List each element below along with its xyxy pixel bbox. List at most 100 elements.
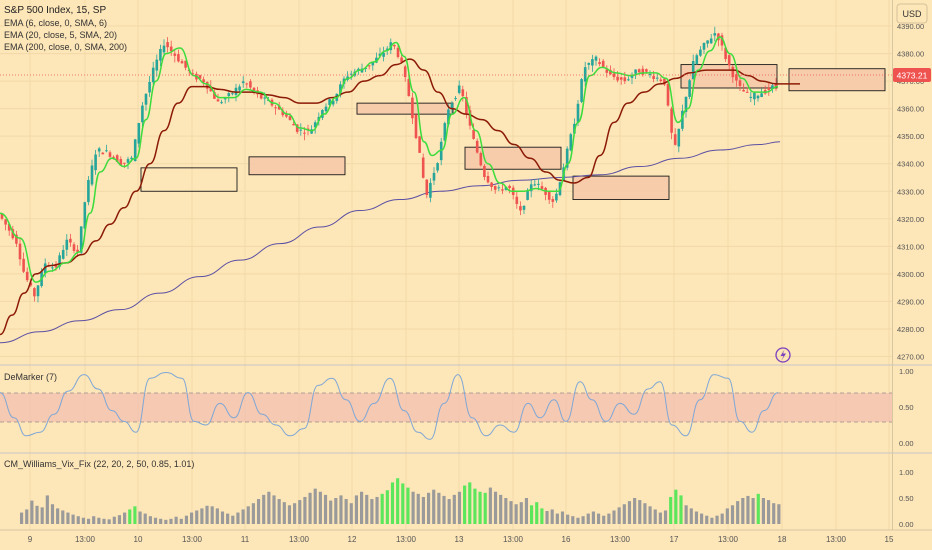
candle-up xyxy=(324,106,328,112)
vix-bar xyxy=(694,511,699,524)
candle-down xyxy=(619,77,623,80)
candle-down xyxy=(108,152,112,157)
vix-bar xyxy=(303,496,307,524)
candle-down xyxy=(288,116,292,121)
candle-up xyxy=(529,184,533,192)
supply-demand-zones[interactable] xyxy=(140,64,886,200)
candle-up xyxy=(569,134,573,151)
candle-up xyxy=(695,55,699,64)
demarker-title[interactable]: DeMarker (7) xyxy=(4,372,57,382)
candle-up xyxy=(497,187,501,189)
time-tick-label: 17 xyxy=(670,535,679,544)
ema20-legend[interactable]: EMA (20, close, 5, SMA, 20) xyxy=(4,30,117,40)
vix-bar xyxy=(648,506,652,524)
candle-up xyxy=(97,148,101,152)
zone-box[interactable] xyxy=(572,175,670,200)
vix-bar xyxy=(50,504,55,524)
vix-bar xyxy=(638,500,642,524)
zone-box[interactable] xyxy=(248,156,346,176)
vix-bar xyxy=(35,505,39,524)
candle-down xyxy=(274,107,277,109)
zone-box[interactable] xyxy=(464,146,562,170)
vix-bar-alert xyxy=(463,485,467,524)
price-tick-label: 4350.00 xyxy=(897,132,924,141)
candle-up xyxy=(450,103,454,109)
candle-up xyxy=(241,81,245,84)
ema200-line xyxy=(0,141,781,344)
lightning-icon[interactable] xyxy=(775,347,791,363)
candle-up xyxy=(79,226,83,253)
ema6-legend[interactable]: EMA (6, close, 0, SMA, 6) xyxy=(4,18,107,28)
candle-up xyxy=(630,75,634,78)
vix-bar xyxy=(174,516,178,524)
vix-bar xyxy=(318,491,322,524)
ema200-legend[interactable]: EMA (200, close, 0, SMA, 200) xyxy=(4,42,127,52)
vix-bar xyxy=(20,512,24,524)
vix-bar xyxy=(457,491,462,524)
zone-box[interactable] xyxy=(788,68,886,92)
zone-box[interactable] xyxy=(356,102,454,115)
candle-up xyxy=(94,154,97,171)
candle-up xyxy=(105,150,108,152)
vix-bar xyxy=(56,508,60,524)
symbol-title[interactable]: S&P 500 Index, 15, SP xyxy=(4,5,106,16)
vix-bar xyxy=(339,495,343,524)
vix-bar xyxy=(411,491,415,524)
demarker-axis: 1.00 0.50 0.00 xyxy=(899,367,914,448)
vix-bar xyxy=(323,494,328,524)
candle-up xyxy=(587,63,591,65)
candle-up xyxy=(702,42,706,50)
candle-down xyxy=(598,62,601,65)
candle-down xyxy=(623,77,627,82)
chart-legend[interactable]: S&P 500 Index, 15, SP EMA (6, close, 0, … xyxy=(4,5,127,52)
candle-down xyxy=(191,73,195,75)
zone-box[interactable] xyxy=(140,167,238,192)
time-tick-label: 12 xyxy=(348,535,357,544)
demarker-line xyxy=(0,371,779,440)
candle-up xyxy=(756,95,760,99)
candle-up xyxy=(454,98,457,100)
vix-bar xyxy=(66,512,70,524)
vix-bar xyxy=(432,489,436,524)
vix-bar xyxy=(488,487,492,524)
vix-bar xyxy=(514,504,518,524)
vix-bar xyxy=(689,508,693,524)
vix-bar xyxy=(447,499,451,524)
last-price-label: 4373.21 xyxy=(897,71,928,81)
time-axis[interactable]: 9 13:00 10 13:00 11 13:00 12 13:00 13 13:00 16 13:0… xyxy=(0,529,932,544)
time-tick-label: 15 xyxy=(885,535,894,544)
candle-down xyxy=(177,54,180,62)
candle-up xyxy=(522,205,526,210)
time-tick-label: 18 xyxy=(778,535,787,544)
time-tick-label: 11 xyxy=(241,535,250,544)
vix-bar xyxy=(586,513,590,524)
candle-up xyxy=(709,38,713,44)
currency-button[interactable]: USD xyxy=(896,3,928,24)
candle-up xyxy=(382,52,385,57)
vix-bar xyxy=(519,502,523,524)
vix-bar xyxy=(360,491,364,524)
time-tick-label: 13:00 xyxy=(396,535,417,544)
candle-down xyxy=(281,110,285,116)
price-axis[interactable]: 4390.004380.004370.004360.004350.004340.… xyxy=(897,22,924,361)
candle-down xyxy=(252,87,256,92)
vix-bar xyxy=(169,518,173,524)
vix-fix-title[interactable]: CM_Williams_Vix_Fix (22, 20, 2, 50, 0.85… xyxy=(4,459,194,469)
vix-bar xyxy=(102,518,106,524)
candle-down xyxy=(295,124,299,132)
vix-bar xyxy=(164,519,168,524)
candle-down xyxy=(609,69,612,75)
candle-down xyxy=(745,91,749,93)
vix-bar-alert xyxy=(468,482,472,524)
candles xyxy=(0,26,778,303)
candle-down xyxy=(659,79,663,82)
candle-down xyxy=(22,258,25,272)
candle-up xyxy=(90,165,94,185)
vix-bar xyxy=(566,514,570,524)
candle-up xyxy=(443,123,447,141)
candle-up xyxy=(299,129,303,131)
candle-up xyxy=(148,81,151,93)
candle-up xyxy=(159,49,162,61)
candle-down xyxy=(198,75,202,79)
